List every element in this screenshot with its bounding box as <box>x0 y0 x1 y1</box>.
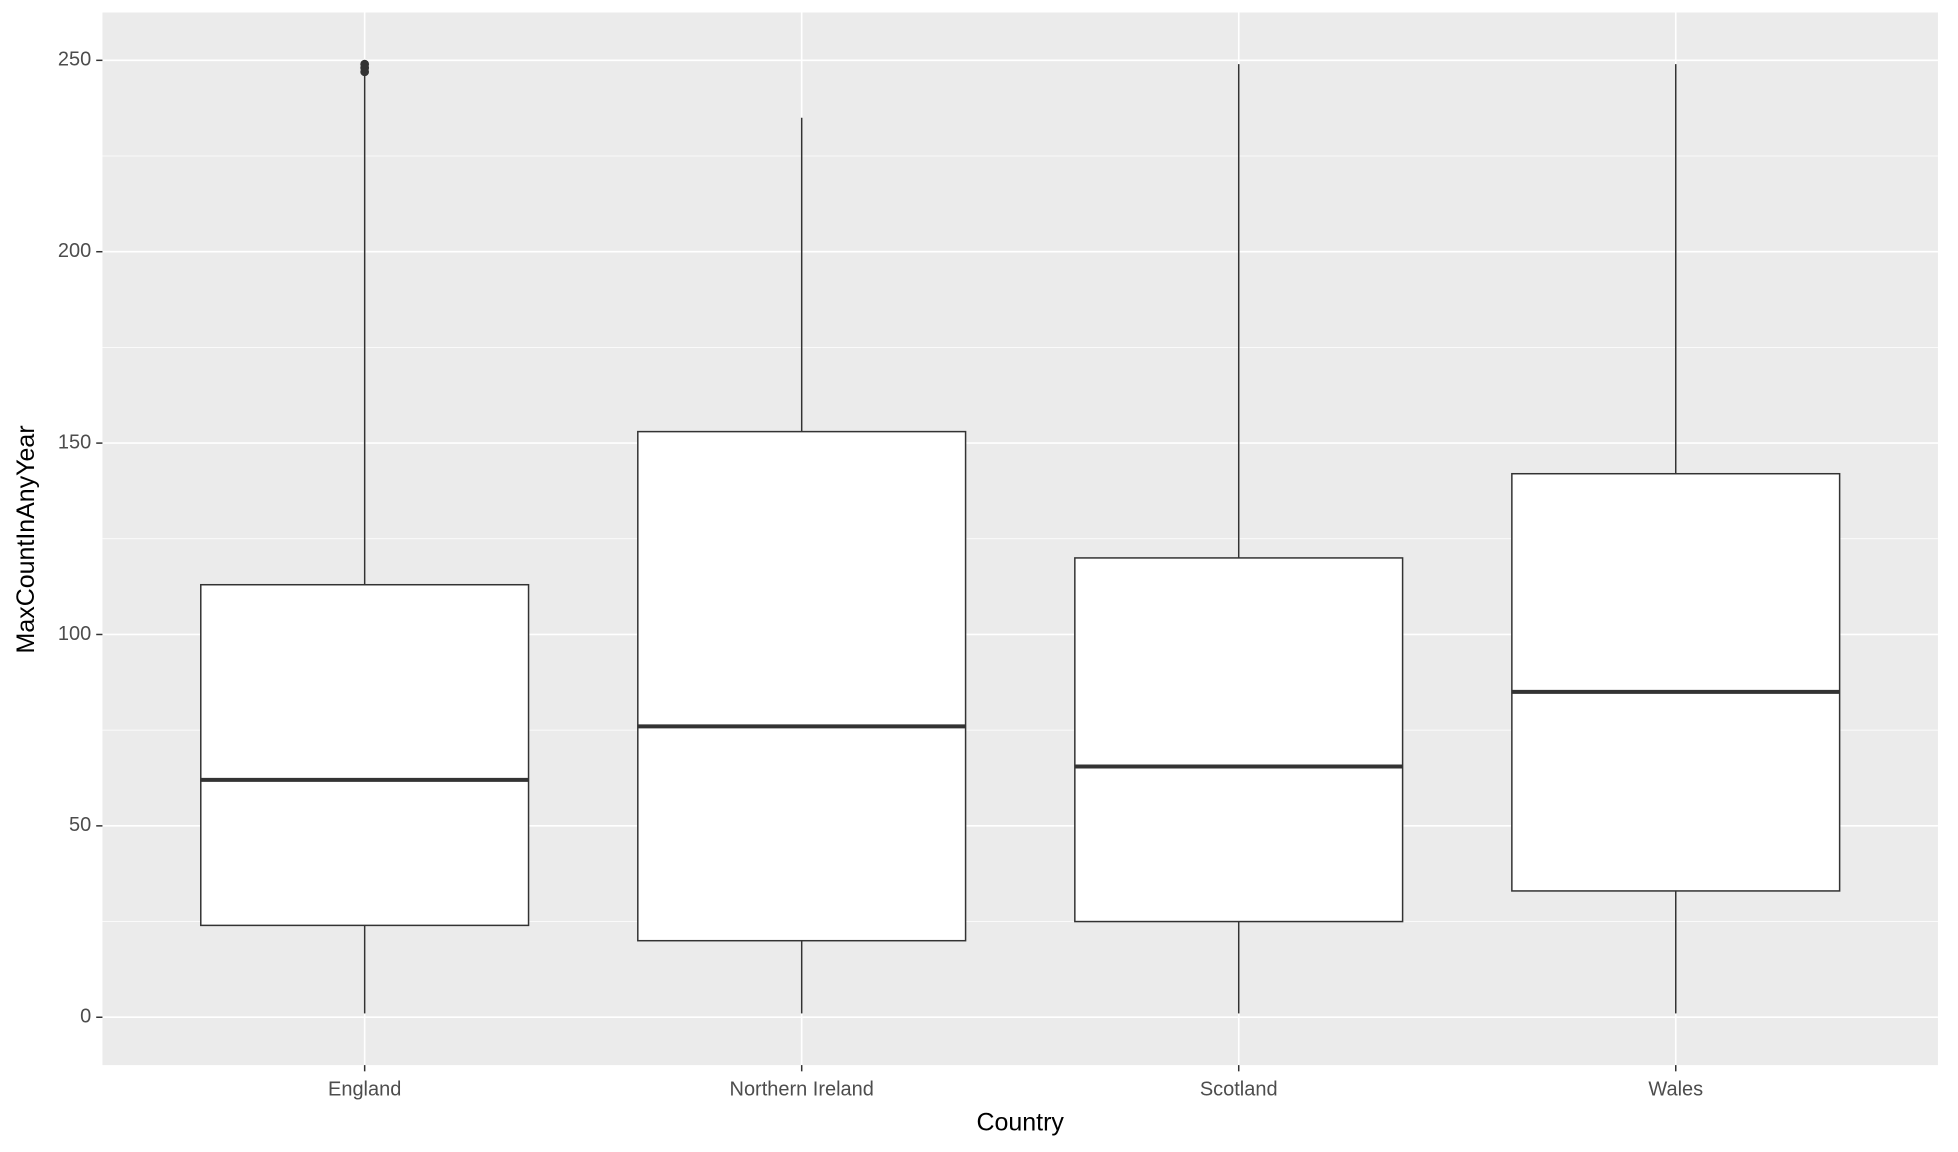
y-tick-label: 0 <box>80 1006 91 1028</box>
y-tick-label: 200 <box>58 240 91 262</box>
x-axis-title: Country <box>976 1108 1064 1136</box>
box <box>200 583 530 927</box>
x-tick-label: Scotland <box>1200 1078 1278 1100</box>
y-tick-label: 100 <box>58 623 91 645</box>
x-tick-label: England <box>328 1078 401 1100</box>
box <box>1511 472 1841 892</box>
box <box>637 430 967 942</box>
y-tick-label: 150 <box>58 431 91 453</box>
x-tick-label: Northern Ireland <box>730 1078 874 1100</box>
y-axis-title: MaxCountInAnyYear <box>12 425 40 653</box>
outlier <box>360 59 370 69</box>
box <box>1074 557 1404 923</box>
y-tick-label: 50 <box>69 814 91 836</box>
x-tick-label: Wales <box>1648 1078 1703 1100</box>
y-tick-label: 250 <box>58 49 91 71</box>
